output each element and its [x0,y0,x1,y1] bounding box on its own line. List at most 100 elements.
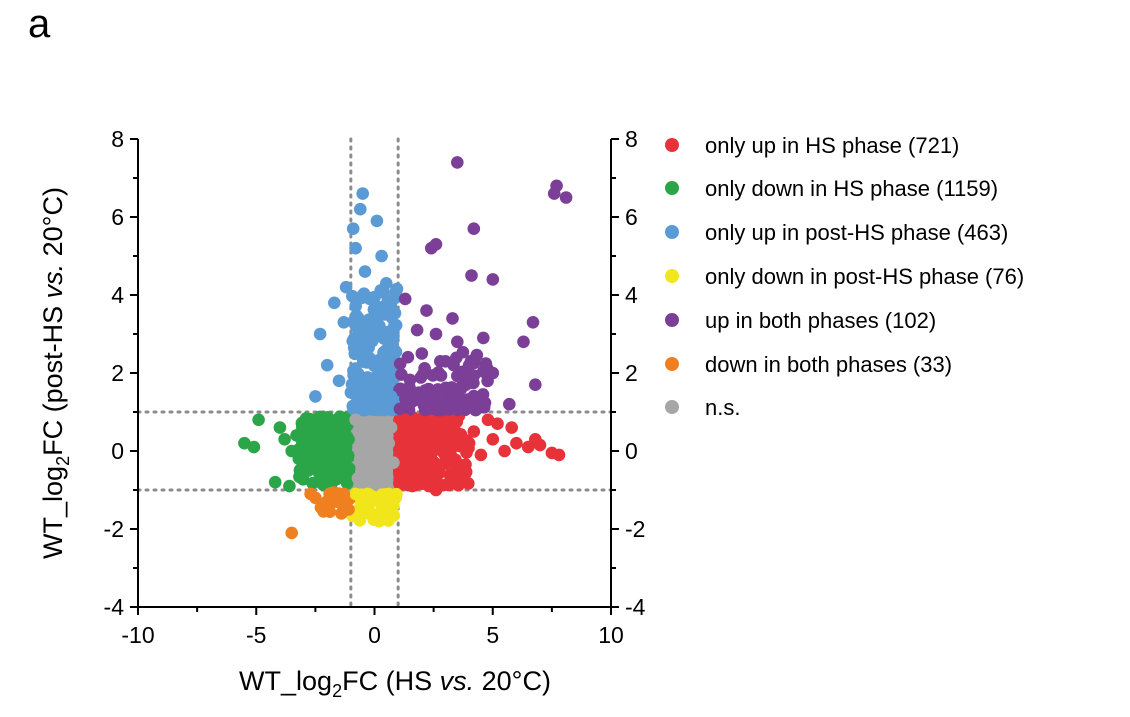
point-only-up-hs [427,440,440,454]
point-only-up-hs [429,483,443,497]
point-only-up-post [358,265,372,278]
point-only-up-post [346,222,360,235]
point-only-up-post [339,280,353,294]
point-up-both [472,394,485,407]
point-only-up-hs [398,413,412,427]
point-down-both [337,487,351,501]
point-only-up-hs [396,433,410,446]
point-only-up-post [365,394,379,407]
point-up-both [415,347,429,360]
point-up-both [398,292,412,306]
point-only-up-hs [462,436,476,450]
y-tick-label-right: 4 [625,282,638,308]
y-tick-label-right: 8 [625,126,638,152]
point-ns [370,448,384,462]
point-only-up-hs [439,456,452,470]
point-up-both [394,382,407,396]
point-only-down-hs [268,475,282,489]
tick-marks: -10 -5 0 5 10-4 -4-2 -20 02 24 46 68 8 [104,126,646,648]
x-axis-title: WT_log2FC (HS vs. 20°C) [239,666,551,701]
point-only-up-post [380,277,393,290]
point-ns [363,414,377,428]
point-only-up-post [349,241,362,255]
point-only-up-post [377,308,391,321]
point-only-up-hs [451,429,464,442]
point-only-up-hs [467,425,481,438]
point-only-up-post [344,386,358,399]
y-tick-label-right: 6 [625,204,638,230]
point-only-up-post [387,329,400,343]
point-only-up-hs [434,417,448,431]
point-only-up-post [354,202,367,216]
point-up-both [429,238,443,251]
point-only-down-hs [283,479,296,493]
point-up-both [526,316,540,329]
point-only-down-hs [332,456,346,470]
point-only-down-hs [306,413,320,427]
legend-item-up-both: up in both phases (102) [665,308,936,333]
point-up-both [529,378,542,392]
point-only-down-post [361,487,374,501]
legend-item-only-down-post: only down in post-HS phase (76) [665,264,1024,289]
data-points [238,156,573,540]
point-up-both [418,362,431,375]
y-tick-label-left: -2 [104,516,124,542]
point-only-up-hs [529,433,542,446]
point-only-up-post [382,402,396,415]
legend-marker-up-both [665,313,679,327]
point-only-up-post [332,374,346,388]
point-up-both [462,358,476,372]
point-up-both [451,156,464,169]
point-only-up-hs [396,476,409,489]
legend-label-ns: n.s. [705,395,740,420]
point-only-up-post [356,187,370,200]
point-up-both [403,373,417,387]
point-up-both [450,351,463,365]
point-only-down-hs [323,468,336,481]
point-only-down-hs [293,470,306,483]
point-up-both [559,191,573,204]
point-up-both [434,390,448,403]
point-only-up-post [375,249,388,263]
legend-item-only-up-post: only up in post-HS phase (463) [665,220,1008,245]
y-axis-title: WT_log2FC (post-HS vs. 20°C) [38,187,73,559]
point-only-down-hs [299,452,313,466]
x-tick-label: 5 [486,622,499,648]
point-ns [349,413,362,427]
point-only-up-post [352,324,366,338]
point-only-up-post [351,397,365,411]
point-only-up-hs [491,417,504,431]
point-only-down-hs [247,440,261,454]
point-only-down-hs [273,421,287,434]
point-up-both [453,382,466,395]
point-ns [375,475,388,489]
point-down-both [335,507,348,520]
legend-marker-only-up-post [665,225,679,239]
point-only-up-post [337,316,351,329]
point-only-down-hs [320,417,334,431]
legend-marker-only-up-hs [665,138,679,152]
y-tick-label-right: 0 [625,438,638,464]
point-only-up-post [363,292,377,306]
point-only-up-hs [443,468,457,481]
legend-marker-down-both [665,357,679,371]
point-only-up-hs [420,456,433,470]
point-only-up-hs [481,413,495,427]
point-only-up-post [328,296,341,310]
point-up-both [467,369,481,382]
point-only-down-hs [322,459,336,472]
point-ns [387,456,400,470]
point-only-up-hs [486,433,500,446]
legend-label-only-up-hs: only up in HS phase (721) [705,133,959,158]
point-up-both [446,312,459,325]
y-tick-label-left: 0 [111,438,124,464]
legend-marker-ns [665,400,679,414]
point-only-down-hs [339,440,353,454]
point-only-up-post [389,345,403,359]
point-only-down-hs [306,476,319,490]
point-only-down-hs [278,433,291,446]
y-tick-label-left: 2 [111,360,124,386]
point-only-up-post [370,214,384,228]
point-down-both [320,503,334,516]
